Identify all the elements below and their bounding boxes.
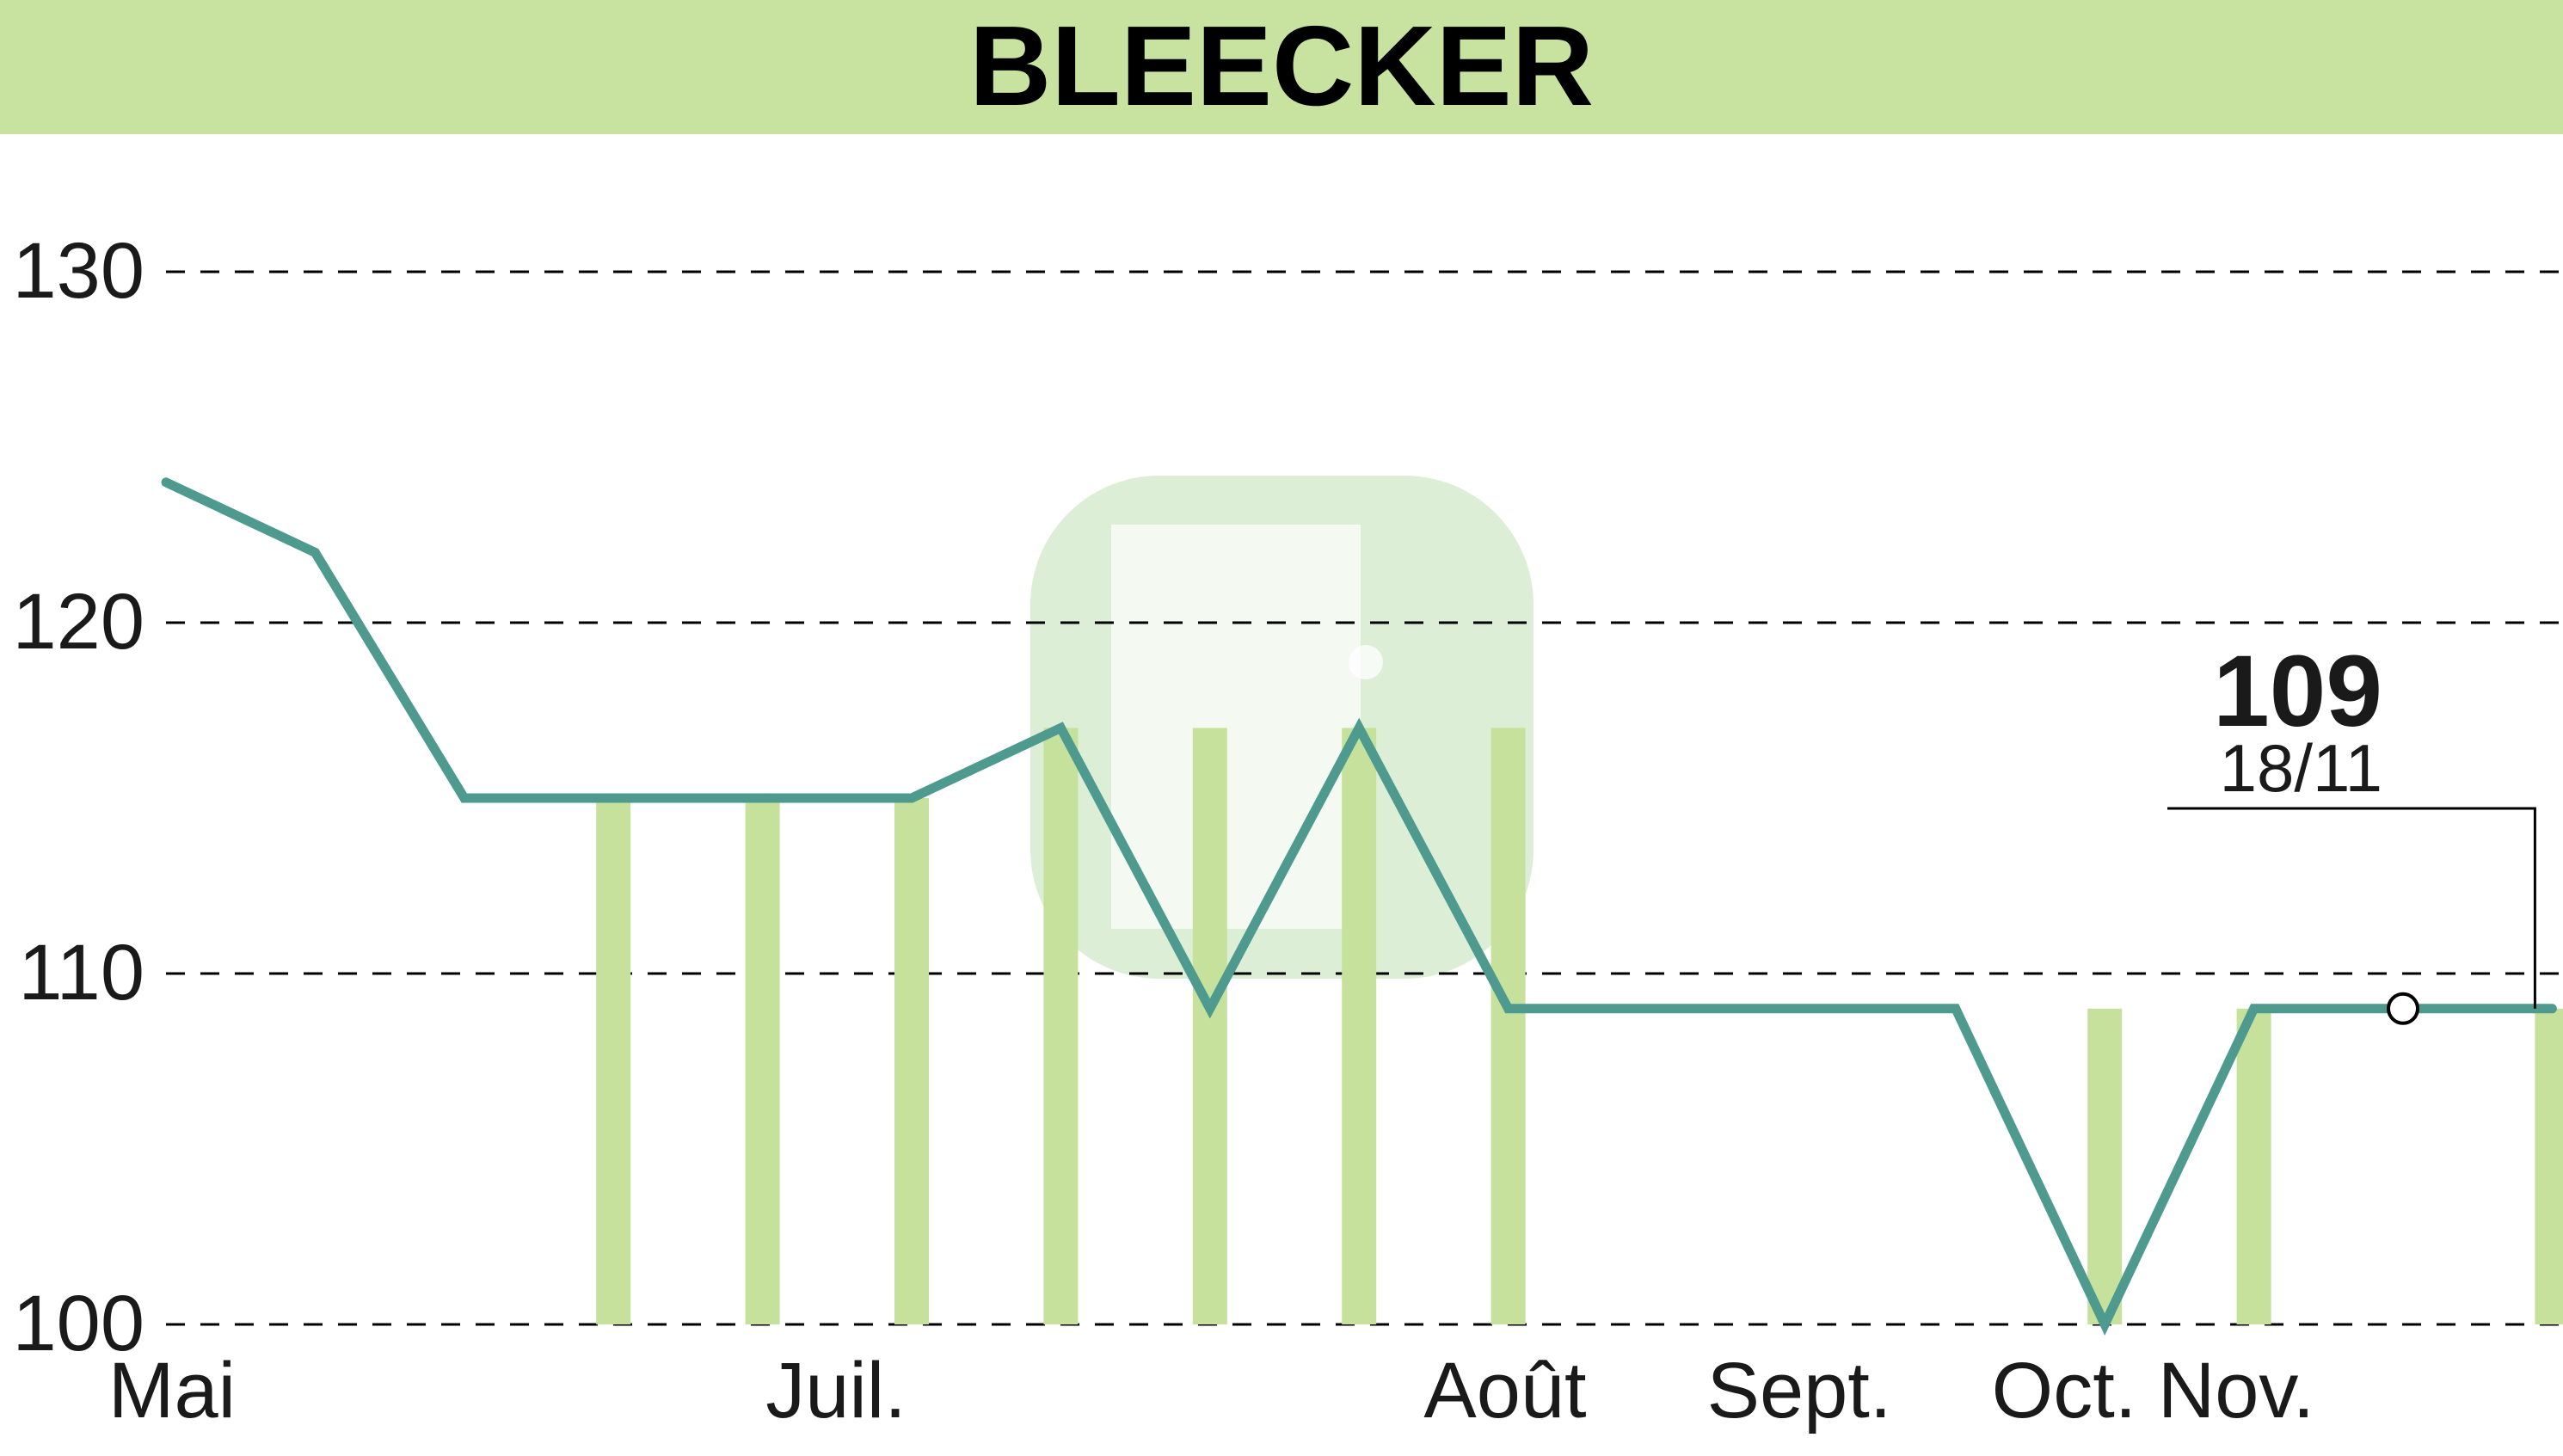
last-value-annotation: 109 18/11 <box>2167 635 2536 1025</box>
price-point-1 <box>312 550 318 556</box>
price-point-9 <box>1505 1005 1511 1011</box>
price-point-5 <box>909 796 914 801</box>
volume-bar-7 <box>2087 1008 2123 1324</box>
price-point-12 <box>1952 1005 1958 1011</box>
volume-bar-2 <box>894 798 929 1324</box>
last-value-label: 109 <box>2213 635 2382 748</box>
title-band <box>0 0 2563 134</box>
last-date-label: 18/11 <box>2220 730 2382 806</box>
price-point-8 <box>1356 725 1362 731</box>
callout-line <box>2167 807 2536 1009</box>
gridlines <box>166 270 2563 1326</box>
price-point-11 <box>1804 1005 1810 1011</box>
y-tick-label-110: 110 <box>18 929 144 1017</box>
x-tick-label-1: Juil. <box>765 1347 907 1434</box>
volume-bar-1 <box>745 798 780 1324</box>
price-point-7 <box>1207 1005 1213 1011</box>
y-axis-ticks: 100 110 120 130 <box>13 227 145 1367</box>
watermark-logo <box>1030 476 1533 979</box>
price-point-3 <box>611 796 617 801</box>
x-tick-label-0: Mai <box>108 1347 236 1434</box>
price-point-0 <box>163 479 169 485</box>
price-point-4 <box>759 796 765 801</box>
price-point-2 <box>461 796 467 801</box>
last-point-marker <box>2387 992 2419 1025</box>
y-tick-label-120: 120 <box>13 578 145 666</box>
volume-bar-9 <box>2535 1008 2563 1324</box>
x-tick-label-5: Nov. <box>2158 1347 2314 1434</box>
volume-bar-6 <box>1490 728 1526 1324</box>
x-axis-ticks: Mai Juil. Août Sept. Oct. Nov. <box>108 1347 2314 1434</box>
price-point-13 <box>2102 1322 2108 1327</box>
price-point-10 <box>1655 1005 1660 1011</box>
volume-bars <box>596 728 2563 1324</box>
volume-bar-8 <box>2236 1008 2271 1324</box>
x-tick-label-2: Août <box>1423 1347 1586 1434</box>
y-tick-label-130: 130 <box>13 227 145 315</box>
volume-bar-3 <box>1043 728 1079 1324</box>
volume-bar-4 <box>1192 728 1227 1324</box>
chart-title: BLEECKER <box>969 3 1594 129</box>
price-point-6 <box>1058 725 1064 731</box>
volume-bar-0 <box>596 798 631 1324</box>
x-tick-label-4: Oct. <box>1992 1347 2137 1434</box>
price-series <box>161 477 2557 1336</box>
price-point-14 <box>2251 1005 2257 1011</box>
x-tick-label-3: Sept. <box>1707 1347 1892 1434</box>
price-point-16 <box>2549 1005 2555 1011</box>
y-tick-label-100: 100 <box>13 1280 145 1367</box>
volume-bar-5 <box>1342 728 1377 1324</box>
